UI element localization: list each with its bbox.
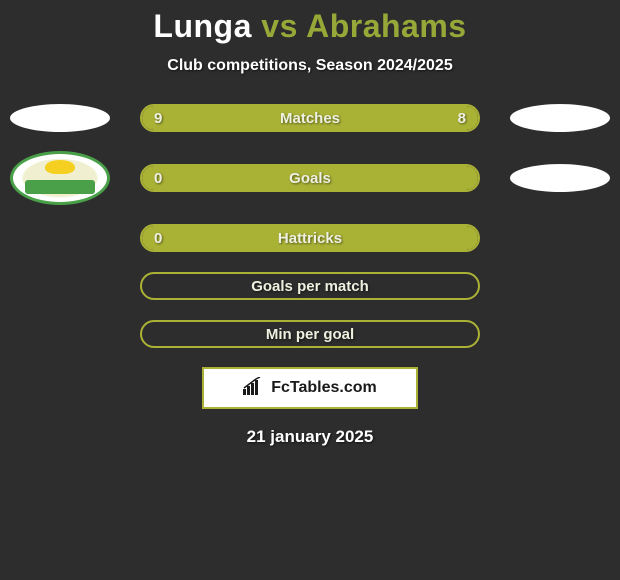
- ellipse-icon: [510, 104, 610, 132]
- stat-bar: 9 Matches 8: [140, 104, 480, 132]
- stat-row-matches: 9 Matches 8: [0, 103, 620, 133]
- ellipse-icon: [510, 164, 610, 192]
- team-logo-icon: [10, 151, 110, 205]
- comparison-card: Lunga vs Abrahams Club competitions, Sea…: [0, 0, 620, 447]
- footer-brand-box: FcTables.com: [202, 367, 418, 409]
- stat-value-right: 8: [458, 110, 466, 127]
- footer-brand-text: FcTables.com: [271, 379, 377, 397]
- badge-left-0: [10, 104, 110, 132]
- player2-name: Abrahams: [306, 8, 467, 44]
- page-title: Lunga vs Abrahams: [0, 8, 620, 45]
- stat-label: Hattricks: [278, 230, 342, 247]
- subtitle: Club competitions, Season 2024/2025: [0, 57, 620, 75]
- stat-bar: 0 Hattricks: [140, 224, 480, 252]
- date-label: 21 january 2025: [0, 427, 620, 447]
- chart-bars-icon: [243, 377, 265, 400]
- stat-row-mpg: Min per goal: [0, 319, 620, 349]
- stat-value-left: 0: [154, 230, 162, 247]
- stat-label: Matches: [280, 110, 340, 127]
- stat-bar: Min per goal: [140, 320, 480, 348]
- stat-bar: 0 Goals: [140, 164, 480, 192]
- badge-left-1: [10, 151, 110, 205]
- stat-label: Goals per match: [251, 278, 369, 295]
- player1-name: Lunga: [153, 8, 251, 44]
- bar-fill-right: [320, 106, 478, 130]
- stat-label: Min per goal: [266, 326, 354, 343]
- badge-right-1: [510, 164, 610, 192]
- stat-label: Goals: [289, 170, 331, 187]
- stat-value-left: 0: [154, 170, 162, 187]
- stat-value-left: 9: [154, 110, 162, 127]
- vs-label: vs: [261, 8, 298, 44]
- badge-right-0: [510, 104, 610, 132]
- stat-bar: Goals per match: [140, 272, 480, 300]
- stat-row-goals: 0 Goals: [0, 151, 620, 205]
- stats-rows: 9 Matches 8 0 Goals: [0, 103, 620, 349]
- stat-row-hattricks: 0 Hattricks: [0, 223, 620, 253]
- ellipse-icon: [10, 104, 110, 132]
- stat-row-gpm: Goals per match: [0, 271, 620, 301]
